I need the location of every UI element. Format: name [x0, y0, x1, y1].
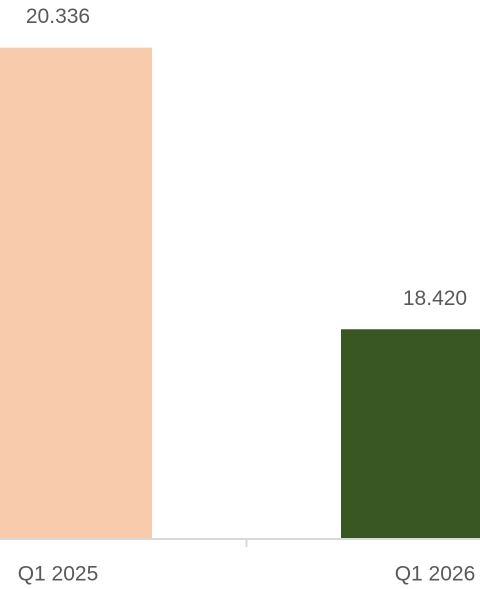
value-label: 20.336: [26, 5, 90, 28]
x-tick-label: Q1 2025: [18, 563, 99, 586]
bar: [0, 47, 152, 539]
value-label: 18.420: [403, 287, 467, 310]
x-tick-label: Q1 2026: [395, 563, 476, 586]
bar: [341, 329, 480, 538]
